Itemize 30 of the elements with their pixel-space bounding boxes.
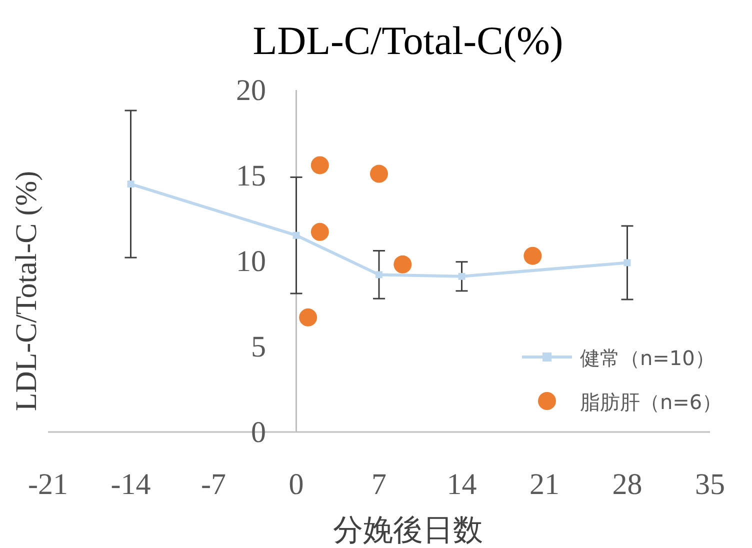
point xyxy=(394,255,412,274)
x-tick-label: -14 xyxy=(110,468,151,501)
point xyxy=(376,271,382,278)
x-tick-label: 0 xyxy=(288,468,304,501)
point xyxy=(299,308,318,326)
point xyxy=(292,232,300,239)
point xyxy=(370,164,388,183)
y-axis-title: LDL-C/Total-C (%) xyxy=(10,170,43,412)
x-tick-label: 7 xyxy=(372,468,386,501)
point xyxy=(458,272,466,280)
point xyxy=(127,180,134,188)
point xyxy=(310,156,329,174)
point xyxy=(310,222,329,241)
x-tick-label: -7 xyxy=(201,468,226,501)
y-tick-label: 20 xyxy=(236,74,266,107)
y-tick-label: 15 xyxy=(236,160,266,192)
y-tick-label: 0 xyxy=(251,416,266,449)
x-tick-label: 14 xyxy=(446,468,477,501)
x-tick-label: -21 xyxy=(28,468,68,501)
x-tick-label: 21 xyxy=(530,468,560,501)
x-tick-label: 35 xyxy=(695,468,725,501)
point xyxy=(524,246,542,265)
legend-label: 脂肪肝（n=6） xyxy=(580,390,722,414)
y-tick-label: 5 xyxy=(251,330,266,364)
x-tick-label: 28 xyxy=(612,468,642,501)
chart-title: LDL-C/Total-C(%) xyxy=(252,18,564,63)
point xyxy=(624,259,631,266)
x-axis-title: 分娩後日数 xyxy=(333,513,483,548)
legend-label: 健常（n=10） xyxy=(580,346,715,370)
y-tick-label: 10 xyxy=(236,245,266,278)
